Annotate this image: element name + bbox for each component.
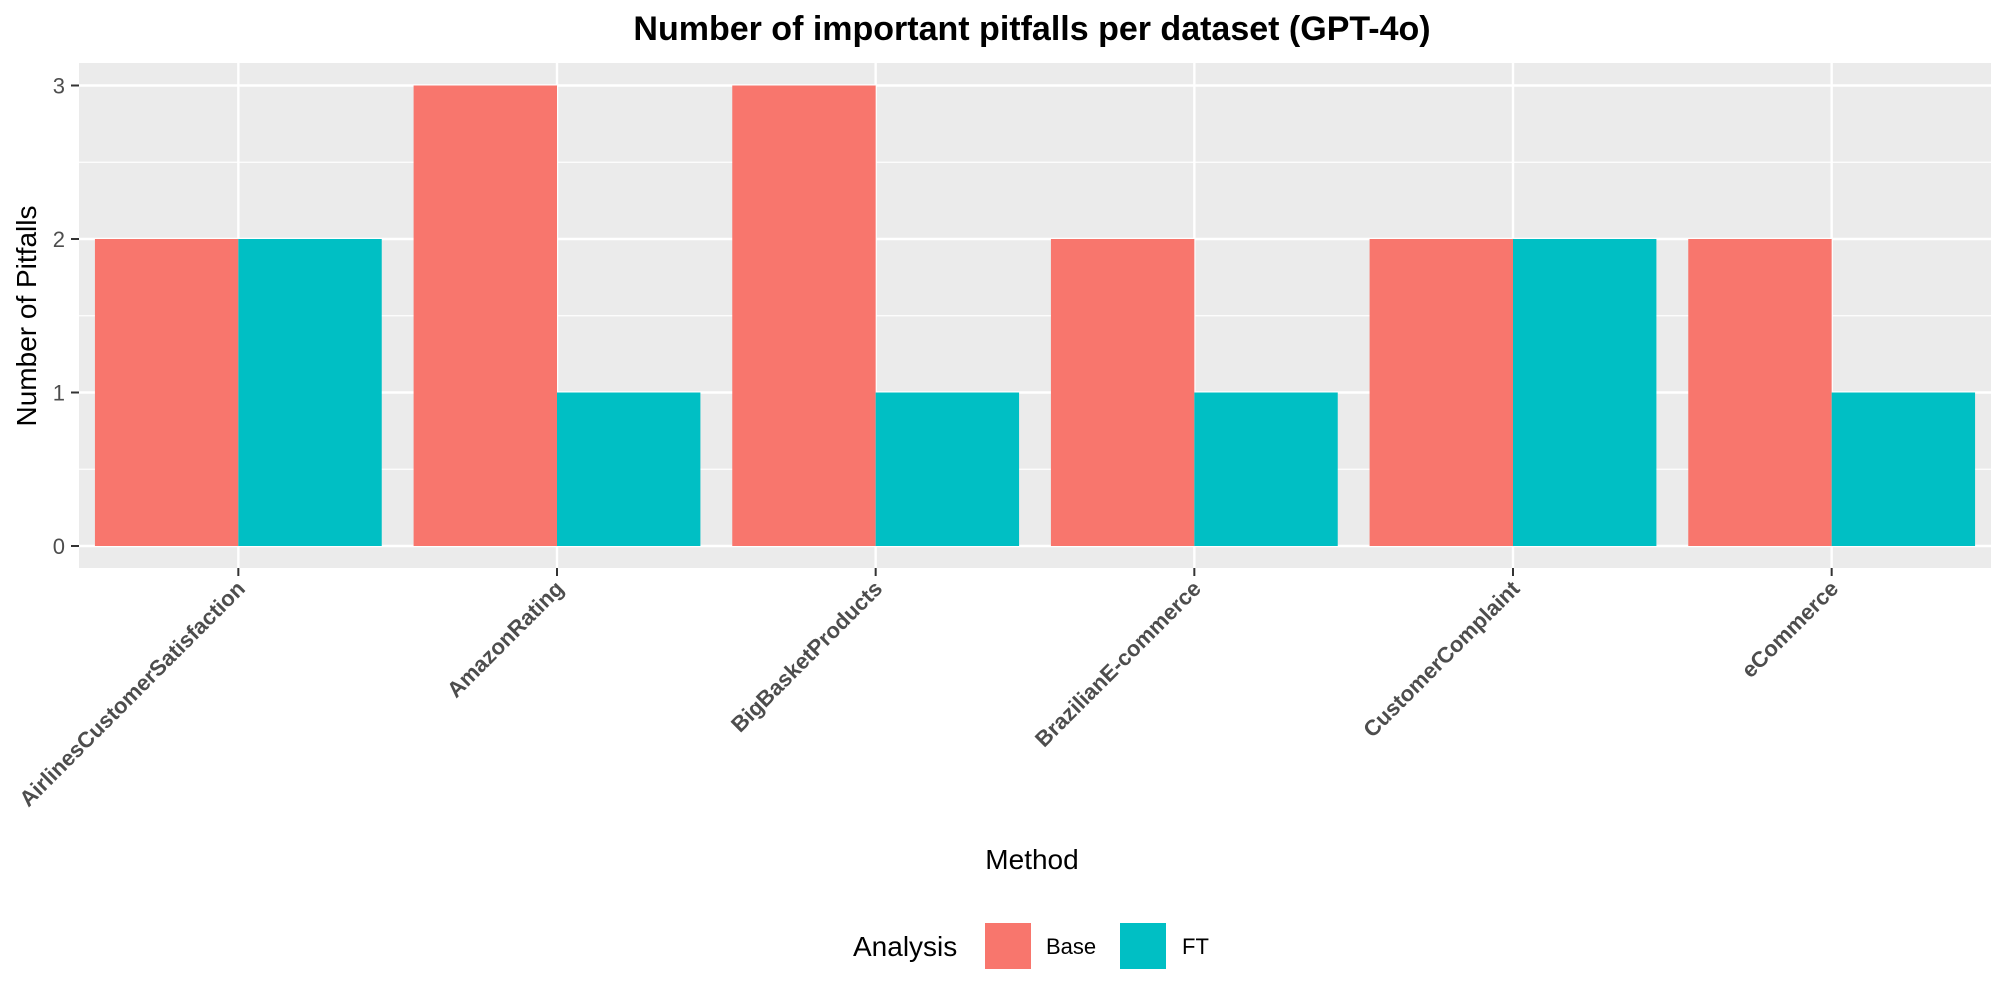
bar-ft-braziliane-commerce	[1194, 392, 1338, 546]
y-axis-title: Number of Pitfalls	[11, 206, 42, 427]
legend-key-ft	[1120, 923, 1166, 969]
x-tick-label: BigBasketProducts	[726, 576, 887, 737]
legend-title: Analysis	[853, 931, 957, 962]
x-axis-title: Method	[985, 844, 1078, 875]
bar-ft-customercomplaint	[1513, 239, 1657, 546]
bar-base-ecommerce	[1688, 239, 1832, 546]
bar-ft-ecommerce	[1831, 392, 1976, 546]
x-tick-label: AmazonRating	[442, 576, 569, 703]
x-tick-label: AirlinesCustomerSatisfaction	[14, 576, 250, 812]
legend-key-base	[985, 923, 1031, 969]
y-tick-label: 2	[53, 227, 65, 252]
y-tick-label: 0	[53, 534, 65, 559]
bar-ft-airlinescustomersatisfaction	[238, 239, 382, 546]
bar-base-braziliane-commerce	[1050, 239, 1195, 546]
x-tick-label: CustomerComplaint	[1358, 575, 1525, 742]
bar-ft-bigbasketproducts	[875, 392, 1020, 546]
chart-title: Number of important pitfalls per dataset…	[633, 10, 1430, 48]
x-tick-label: eCommerce	[1736, 576, 1843, 683]
bar-base-bigbasketproducts	[732, 85, 876, 546]
legend-label-ft: FT	[1182, 934, 1209, 959]
legend-label-base: Base	[1046, 934, 1096, 959]
x-axis: AirlinesCustomerSatisfaction AmazonRating…	[14, 568, 1843, 811]
bar-base-airlinescustomersatisfaction	[94, 239, 239, 546]
bar-base-customercomplaint	[1369, 239, 1513, 546]
y-axis: 0 1 2 3	[53, 74, 79, 559]
bar-base-amazonrating	[413, 85, 557, 546]
x-tick-label: BrazilianE-commerce	[1030, 576, 1206, 752]
legend: Analysis Base FT	[853, 923, 1209, 969]
y-tick-label: 1	[53, 381, 65, 406]
bar-ft-amazonrating	[557, 392, 701, 546]
y-tick-label: 3	[53, 74, 65, 99]
bars	[94, 85, 1976, 546]
